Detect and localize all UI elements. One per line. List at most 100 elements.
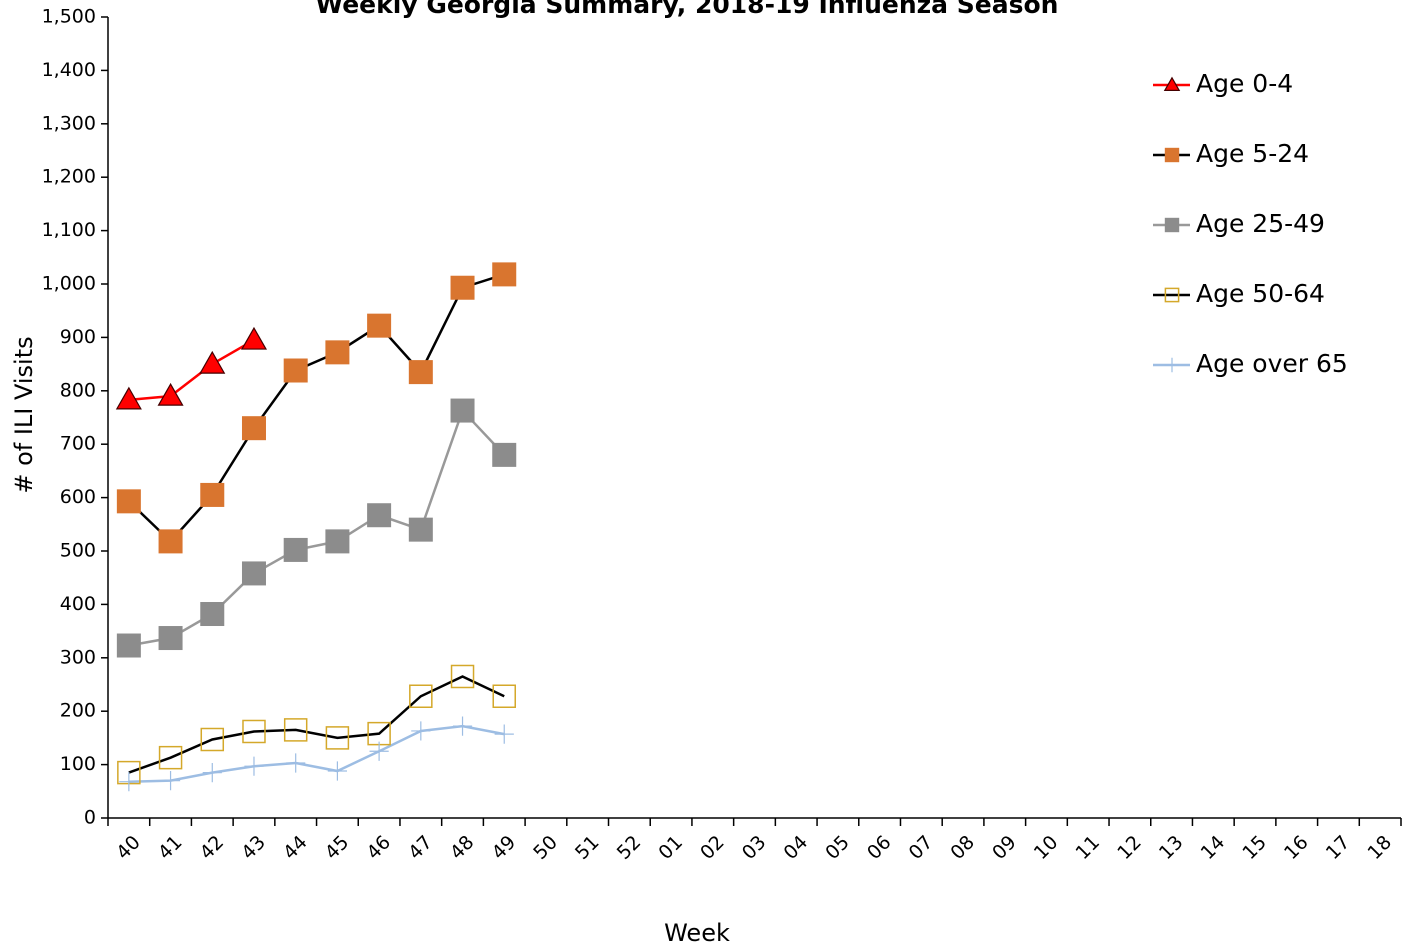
data-point bbox=[450, 664, 475, 689]
y-tick-label: 100 bbox=[60, 753, 96, 775]
data-point bbox=[286, 753, 306, 773]
y-tick-label: 800 bbox=[60, 379, 96, 401]
x-tick-label: 01 bbox=[654, 831, 687, 864]
legend-marker bbox=[1164, 287, 1180, 303]
data-point bbox=[199, 350, 226, 374]
legend-marker bbox=[1164, 147, 1180, 163]
data-point bbox=[327, 761, 348, 781]
y-tick-label: 200 bbox=[60, 700, 96, 722]
y-tick-label: 1,400 bbox=[42, 59, 96, 81]
y-tick-label: 1,200 bbox=[42, 166, 96, 188]
data-point bbox=[244, 756, 264, 776]
data-point bbox=[116, 633, 141, 658]
y-tick-label: 1,500 bbox=[42, 6, 96, 28]
y-tick-label: 300 bbox=[60, 646, 96, 668]
data-point bbox=[200, 727, 225, 752]
legend-label: Age 5-24 bbox=[1196, 139, 1309, 168]
series-line bbox=[128, 408, 506, 647]
x-tick-label: 02 bbox=[696, 831, 729, 864]
x-tick-label: 17 bbox=[1322, 831, 1355, 864]
legend-marker bbox=[1164, 217, 1180, 233]
data-point bbox=[242, 719, 266, 744]
x-tick-label: 09 bbox=[988, 831, 1021, 864]
data-point bbox=[367, 313, 392, 338]
data-point bbox=[200, 602, 225, 627]
x-tick-label: 04 bbox=[780, 831, 813, 864]
data-point bbox=[115, 386, 142, 410]
data-point bbox=[283, 358, 308, 383]
x-tick-label: 05 bbox=[821, 831, 854, 864]
x-tick-label: 40 bbox=[112, 831, 145, 864]
legend-label: Age 25-49 bbox=[1196, 209, 1325, 238]
legend-label: Age 0-4 bbox=[1196, 69, 1293, 98]
y-tick-label: 600 bbox=[60, 486, 96, 508]
data-point bbox=[492, 684, 516, 708]
data-point bbox=[158, 529, 183, 554]
data-point bbox=[367, 503, 392, 528]
y-tick-label: 1,000 bbox=[42, 273, 96, 295]
legend-marker bbox=[1164, 357, 1180, 373]
data-point bbox=[492, 442, 517, 467]
data-point bbox=[200, 482, 225, 507]
series-line bbox=[128, 338, 255, 402]
y-tick-label: 1,300 bbox=[42, 112, 96, 134]
series-line bbox=[127, 273, 505, 544]
data-point bbox=[369, 741, 389, 761]
y-tick-label: 1,100 bbox=[42, 219, 96, 241]
data-point bbox=[283, 718, 308, 742]
x-tick-label: 46 bbox=[362, 831, 395, 864]
data-point bbox=[450, 275, 475, 300]
y-tick-label: 400 bbox=[60, 593, 96, 615]
series-line bbox=[128, 675, 505, 774]
data-point bbox=[325, 726, 350, 750]
data-point bbox=[241, 561, 266, 586]
x-tick-label: 47 bbox=[404, 831, 437, 864]
data-point bbox=[157, 382, 184, 406]
x-tick-label: 51 bbox=[571, 831, 604, 864]
data-point bbox=[409, 684, 433, 708]
x-tick-label: 16 bbox=[1280, 831, 1313, 864]
x-tick-label: 15 bbox=[1238, 831, 1271, 864]
data-point bbox=[116, 489, 141, 514]
x-tick-label: 06 bbox=[863, 831, 896, 864]
data-point bbox=[160, 771, 181, 791]
x-tick-label: 11 bbox=[1071, 831, 1104, 864]
data-point bbox=[241, 416, 266, 441]
x-tick-label: 45 bbox=[321, 831, 354, 864]
x-tick-label: 48 bbox=[446, 831, 479, 864]
data-point bbox=[158, 745, 183, 770]
data-point bbox=[119, 772, 139, 792]
x-tick-label: 03 bbox=[738, 831, 771, 864]
y-tick-label: 500 bbox=[60, 540, 96, 562]
x-tick-label: 13 bbox=[1155, 831, 1188, 864]
data-point bbox=[158, 626, 183, 651]
x-tick-label: 44 bbox=[279, 831, 312, 864]
x-tick-label: 18 bbox=[1363, 831, 1396, 864]
y-tick-label: 0 bbox=[84, 807, 96, 829]
data-point bbox=[408, 360, 433, 385]
chart-title: Weekly Georgia Summary, 2018-19 Influenz… bbox=[316, 0, 1059, 19]
x-tick-label: 43 bbox=[237, 831, 270, 864]
x-axis-label: Week bbox=[664, 919, 730, 947]
data-point bbox=[283, 537, 308, 562]
y-tick-label: 900 bbox=[60, 326, 96, 348]
data-point bbox=[411, 721, 431, 741]
legend-label: Age 50-64 bbox=[1196, 279, 1325, 308]
data-point bbox=[450, 398, 475, 423]
x-tick-label: 12 bbox=[1113, 831, 1146, 864]
x-tick-label: 49 bbox=[488, 831, 521, 864]
data-point bbox=[325, 529, 350, 554]
y-axis-label: # of ILI Visits bbox=[10, 336, 38, 493]
y-tick-label: 700 bbox=[60, 433, 96, 455]
data-point bbox=[240, 326, 268, 350]
data-point bbox=[202, 763, 222, 783]
legend-label: Age over 65 bbox=[1196, 349, 1348, 378]
x-tick-label: 10 bbox=[1030, 831, 1063, 864]
data-point bbox=[452, 716, 473, 736]
x-tick-label: 08 bbox=[946, 831, 979, 864]
x-tick-label: 50 bbox=[529, 831, 562, 864]
data-point bbox=[408, 517, 433, 542]
data-point bbox=[494, 724, 514, 744]
x-tick-label: 41 bbox=[154, 831, 187, 864]
